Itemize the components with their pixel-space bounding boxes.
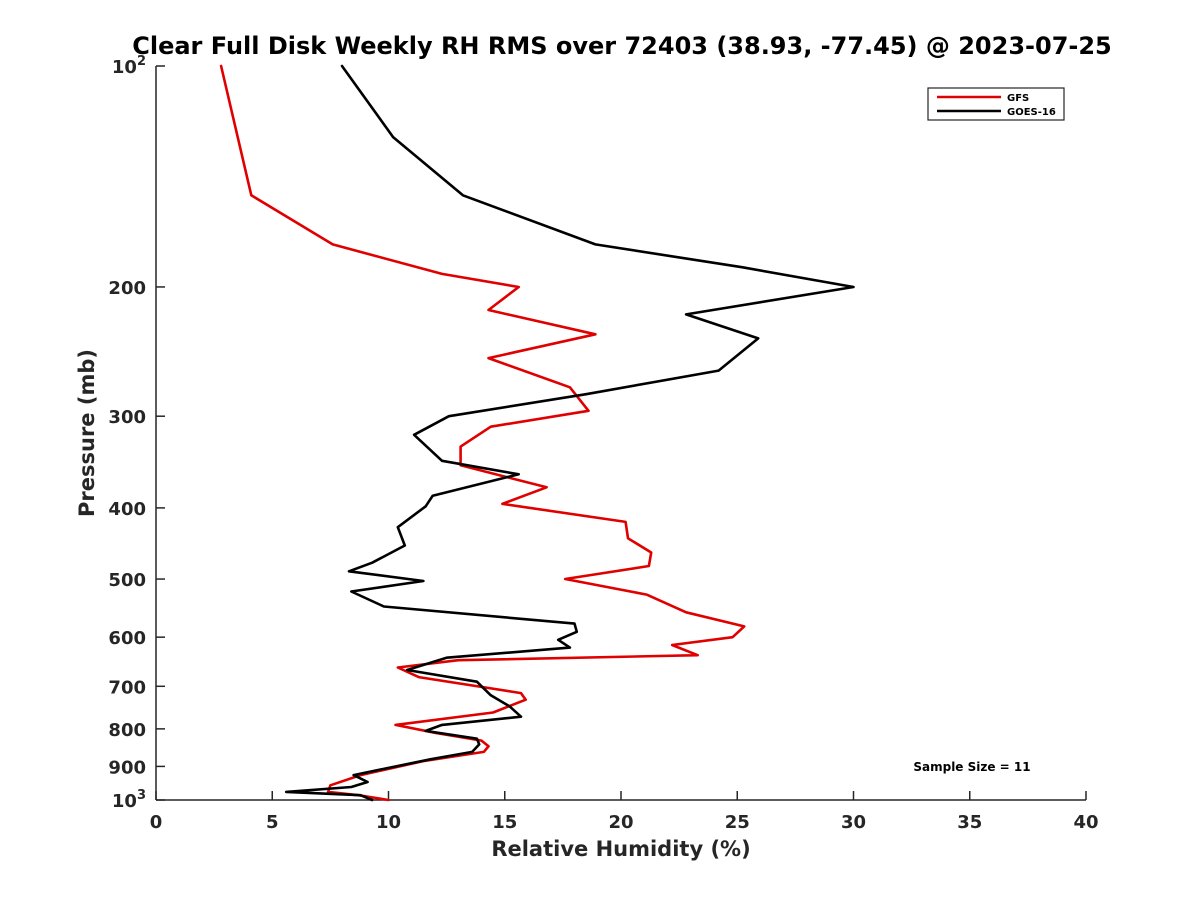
x-tick-label: 5 xyxy=(266,812,279,833)
legend-box xyxy=(927,87,1065,121)
series-line-gfs xyxy=(219,64,746,802)
y-tick-exponent: 2 xyxy=(137,54,146,69)
y-tick-label: 900 xyxy=(108,757,146,778)
chart-title: Clear Full Disk Weekly RH RMS over 72403… xyxy=(132,32,1112,60)
x-tick-label: 35 xyxy=(957,812,982,833)
x-tick-label: 20 xyxy=(608,812,633,833)
x-tick-label: 25 xyxy=(725,812,750,833)
y-tick-label: 700 xyxy=(108,677,146,698)
legend-label: GFS xyxy=(1007,93,1029,104)
y-tick-base: 10 xyxy=(112,57,137,78)
y-tick-label: 200 xyxy=(108,278,146,299)
x-tick-label: 0 xyxy=(150,812,163,833)
y-tick-base: 10 xyxy=(112,791,137,812)
y-tick-label: 500 xyxy=(108,570,146,591)
y-tick-label: 400 xyxy=(108,499,146,520)
y-tick-label: 300 xyxy=(108,407,146,428)
y-axis-label: Pressure (mb) xyxy=(75,349,99,517)
series-layer xyxy=(219,64,855,802)
x-tick-label: 15 xyxy=(492,812,517,833)
x-ticks: 0 5 10 15 20 25 30 35 40 xyxy=(150,791,1099,833)
axes xyxy=(155,66,1086,801)
x-tick-label: 10 xyxy=(376,812,401,833)
y-tick-label: 800 xyxy=(108,720,146,741)
legend-label: GOES-16 xyxy=(1007,107,1056,118)
series-line-goes-16 xyxy=(284,64,855,802)
x-tick-label: 40 xyxy=(1073,812,1098,833)
y-tick-label: 102 xyxy=(112,54,146,78)
legend: GFS GOES-16 xyxy=(927,87,1065,121)
x-tick-label: 30 xyxy=(841,812,866,833)
y-tick-label: 600 xyxy=(108,628,146,649)
y-tick-exponent: 3 xyxy=(137,788,146,803)
y-tick-label: 103 xyxy=(112,788,146,812)
x-axis-label: Relative Humidity (%) xyxy=(491,837,750,861)
sample-size-annotation: Sample Size = 11 xyxy=(913,760,1030,774)
